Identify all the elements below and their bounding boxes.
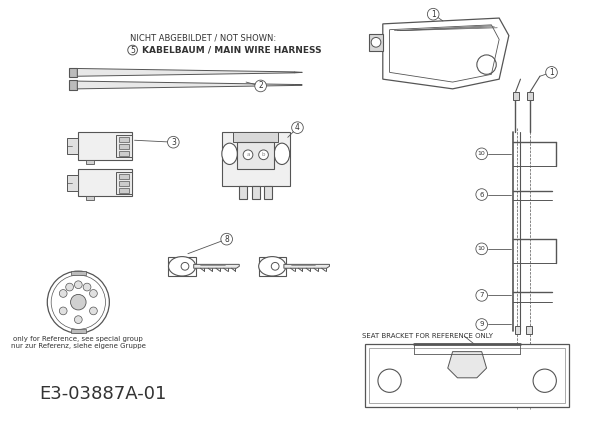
Circle shape [545, 67, 557, 78]
Polygon shape [77, 69, 295, 76]
Text: E3-03887A-01: E3-03887A-01 [40, 385, 167, 403]
Circle shape [47, 271, 109, 333]
Bar [79, 169, 131, 196]
Circle shape [71, 294, 86, 310]
Circle shape [476, 243, 488, 255]
Bar [71, 329, 86, 333]
Polygon shape [295, 72, 302, 73]
Polygon shape [194, 264, 239, 268]
Bar [369, 33, 383, 51]
Text: 10: 10 [478, 151, 485, 156]
Ellipse shape [274, 143, 290, 165]
Bar [527, 92, 533, 100]
Bar [86, 160, 94, 164]
Circle shape [533, 369, 556, 392]
Bar [67, 138, 79, 154]
Bar [119, 181, 129, 186]
Circle shape [221, 233, 232, 245]
Circle shape [476, 290, 488, 301]
Bar [116, 135, 131, 157]
Bar [119, 174, 129, 179]
Text: b: b [262, 152, 265, 157]
Bar [116, 172, 131, 194]
Circle shape [477, 55, 496, 74]
Bar [169, 257, 196, 276]
Circle shape [89, 307, 97, 315]
Bar [119, 144, 129, 149]
Ellipse shape [222, 143, 238, 165]
Circle shape [59, 290, 67, 297]
Polygon shape [77, 81, 295, 89]
Text: 3: 3 [171, 138, 176, 147]
Circle shape [83, 283, 91, 291]
Text: 1: 1 [431, 10, 436, 19]
Text: 9: 9 [479, 321, 484, 327]
Bar [68, 80, 77, 90]
Circle shape [255, 80, 266, 92]
Bar [526, 326, 532, 334]
Ellipse shape [259, 257, 286, 276]
Circle shape [271, 262, 279, 270]
Bar [233, 132, 278, 142]
Bar [259, 257, 286, 276]
Text: nur zur Referenz, siehe eigene Gruppe: nur zur Referenz, siehe eigene Gruppe [11, 343, 146, 349]
Polygon shape [295, 84, 302, 86]
Bar [68, 67, 77, 77]
Text: SEAT BRACKET FOR REFERENCE ONLY: SEAT BRACKET FOR REFERENCE ONLY [362, 333, 493, 339]
Text: 6: 6 [479, 192, 484, 198]
Bar [71, 271, 86, 275]
Bar [252, 186, 260, 199]
Circle shape [74, 281, 82, 289]
Bar [86, 196, 94, 201]
Circle shape [167, 137, 179, 148]
Bar [265, 186, 272, 199]
Circle shape [181, 262, 189, 270]
Circle shape [292, 122, 303, 134]
Circle shape [243, 150, 253, 160]
Text: 10: 10 [478, 246, 485, 251]
Text: a: a [246, 152, 250, 157]
Bar [119, 137, 129, 142]
Text: 7: 7 [479, 293, 484, 298]
Text: 8: 8 [224, 234, 229, 244]
Polygon shape [383, 18, 509, 89]
Bar [369, 348, 565, 403]
Circle shape [89, 290, 97, 297]
Bar [515, 326, 520, 334]
Bar [79, 132, 131, 160]
Circle shape [476, 148, 488, 160]
Circle shape [476, 319, 488, 330]
Circle shape [378, 369, 401, 392]
Text: only for Reference, see special group: only for Reference, see special group [13, 336, 143, 342]
Circle shape [74, 316, 82, 324]
Bar [239, 186, 247, 199]
Bar [365, 344, 569, 407]
Bar [513, 92, 518, 100]
Text: 4: 4 [295, 123, 300, 132]
Text: KABELBAUM / MAIN WIRE HARNESS: KABELBAUM / MAIN WIRE HARNESS [142, 45, 322, 55]
Circle shape [371, 37, 381, 47]
Circle shape [66, 283, 73, 291]
Ellipse shape [169, 257, 196, 276]
Bar [119, 188, 129, 192]
Text: 5: 5 [130, 45, 135, 55]
Polygon shape [448, 351, 487, 378]
Circle shape [259, 150, 268, 160]
Text: NICHT ABGEBILDET / NOT SHOWN:: NICHT ABGEBILDET / NOT SHOWN: [130, 34, 276, 43]
Polygon shape [284, 264, 329, 268]
Circle shape [427, 8, 439, 20]
Circle shape [59, 307, 67, 315]
Text: 1: 1 [549, 68, 554, 77]
Bar [67, 175, 79, 191]
Bar [119, 151, 129, 156]
Bar [222, 132, 290, 186]
Bar [238, 142, 274, 169]
Text: 2: 2 [258, 81, 263, 90]
Circle shape [476, 189, 488, 201]
